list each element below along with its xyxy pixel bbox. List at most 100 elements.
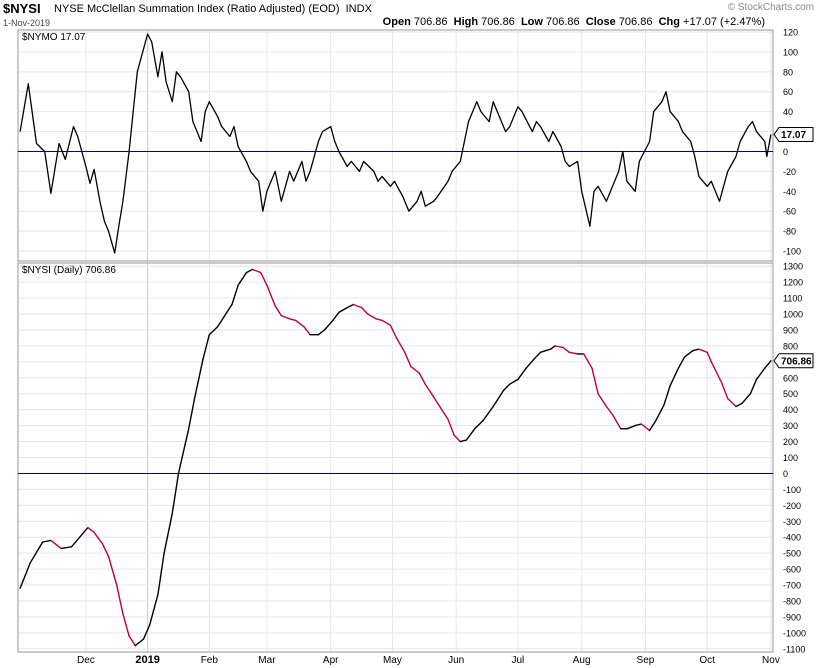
nysi-line-segment xyxy=(755,367,766,381)
y-tick-label: 1200 xyxy=(783,278,803,288)
open-value: 706.86 xyxy=(413,16,448,28)
nysi-line-segment xyxy=(142,624,151,640)
last-value-tag xyxy=(773,126,814,142)
nysi-line-segment xyxy=(245,268,254,274)
y-tick-label: -40 xyxy=(783,187,796,197)
nysi-line-segment xyxy=(381,319,392,326)
nysi-line-segment xyxy=(517,367,527,381)
y-tick-label: 300 xyxy=(783,421,798,431)
nysi-line-segment xyxy=(727,397,737,408)
nysi-line-segment xyxy=(710,361,723,384)
panel-frame xyxy=(17,262,774,653)
nysi-line-segment xyxy=(194,358,204,398)
y-tick-label: 800 xyxy=(783,341,798,351)
nysi-line-segment xyxy=(655,404,665,422)
y-tick-label: 0 xyxy=(783,147,788,157)
nysi-line-segment xyxy=(525,358,536,369)
nysi-line-segment xyxy=(459,439,468,443)
nysi-line-segment xyxy=(424,383,435,398)
nysi-line-segment xyxy=(698,348,708,353)
nysi-line-segment xyxy=(295,319,305,328)
y-tick-label: 120 xyxy=(783,27,798,37)
last-value-label: 17.07 xyxy=(781,130,806,141)
nysi-line-segment xyxy=(50,539,62,550)
nysi-line-segment xyxy=(509,378,519,385)
nysi-line-segment xyxy=(171,472,180,514)
y-tick-label: 100 xyxy=(783,47,798,57)
nysi-line-segment xyxy=(533,351,542,360)
nysi-line-segment xyxy=(346,303,354,309)
nysi-line-segment xyxy=(332,311,340,322)
nysi-line-segment xyxy=(597,393,608,408)
panel-label: $NYMO 17.07 xyxy=(22,32,86,43)
nysi-line-segment xyxy=(389,324,398,339)
nysi-line-segment xyxy=(683,350,694,358)
high-value: 706.86 xyxy=(481,16,515,28)
index-name: NYSE McClellan Summation Index (Ratio Ad… xyxy=(54,3,372,15)
y-tick-label: 1000 xyxy=(783,310,803,320)
y-tick-label: 200 xyxy=(783,437,798,447)
nysi-line-segment xyxy=(303,326,311,336)
nysi-line-segment xyxy=(352,303,363,309)
nysi-line-segment xyxy=(741,393,752,404)
y-tick-label: 900 xyxy=(783,325,798,335)
close-label: Close xyxy=(585,16,616,28)
y-tick-label: 600 xyxy=(783,373,798,383)
nysi-line-segment xyxy=(101,542,110,557)
nysi-line-segment xyxy=(42,539,52,543)
nysi-line-segment xyxy=(237,271,248,286)
symbol-title: $NYSI xyxy=(3,1,41,16)
nysi-line-segment xyxy=(317,329,326,336)
panel-frame xyxy=(17,29,774,262)
y-tick-label: 40 xyxy=(783,107,793,117)
y-tick-label: 80 xyxy=(783,67,793,77)
nysi-line-segment xyxy=(634,423,642,427)
nysi-line-segment xyxy=(260,271,268,286)
nysi-line-segment xyxy=(93,531,104,545)
nysi-line-segment xyxy=(749,378,758,395)
y-tick-label: -600 xyxy=(783,565,801,575)
nysi-line-segment xyxy=(222,303,233,318)
nysi-line-segment xyxy=(115,584,124,615)
nysi-line-segment xyxy=(605,405,614,416)
nysi-line-segment xyxy=(208,326,219,336)
nysi-line-segment xyxy=(482,405,494,422)
nysi-line-segment xyxy=(107,555,118,586)
nysi-line-segment xyxy=(735,402,743,408)
nysi-line-segment xyxy=(492,389,505,408)
y-tick-label: -1100 xyxy=(783,644,805,654)
y-tick-label: -300 xyxy=(783,517,801,527)
y-tick-label: 1300 xyxy=(783,262,803,272)
nysi-line-segment xyxy=(474,420,484,430)
y-tick-label: -100 xyxy=(783,485,801,495)
quote-line: Open 706.86 High 706.86 Low 706.86 Close… xyxy=(383,16,765,28)
nysi-line-segment xyxy=(539,348,552,353)
nysi-line-segment xyxy=(404,351,412,368)
nysi-line-segment xyxy=(626,424,636,430)
index-fullname: NYSE McClellan Summation Index (Ratio Ad… xyxy=(54,3,340,15)
y-tick-label: -500 xyxy=(783,549,801,559)
nysi-line-segment xyxy=(502,383,511,392)
last-value-label: 706.86 xyxy=(781,356,812,367)
nysi-line-segment xyxy=(338,306,348,314)
nysi-line-segment xyxy=(128,635,137,647)
panel-label: $NYSI (Daily) 706.86 xyxy=(22,265,116,276)
nysi-line-segment xyxy=(439,405,449,420)
x-tick-label: Aug xyxy=(573,655,591,666)
nysi-line-segment xyxy=(432,396,441,408)
x-tick-label: Oct xyxy=(699,655,715,666)
y-tick-label: -700 xyxy=(783,581,801,591)
x-tick-label: Dec xyxy=(77,655,95,666)
nysi-line-segment xyxy=(60,546,73,550)
nysi-line-segment xyxy=(19,562,31,589)
y-tick-label: -20 xyxy=(783,167,796,177)
nysi-line-segment xyxy=(375,318,383,322)
nysi-line-segment xyxy=(231,284,239,306)
y-tick-label: -400 xyxy=(783,533,801,543)
y-tick-label: -100 xyxy=(783,247,801,257)
nysi-line-segment xyxy=(187,396,196,430)
nysi-line-segment xyxy=(29,541,44,564)
nysi-line-segment xyxy=(78,526,89,538)
x-tick-label: Apr xyxy=(323,655,339,666)
nysi-line-segment xyxy=(216,316,225,328)
